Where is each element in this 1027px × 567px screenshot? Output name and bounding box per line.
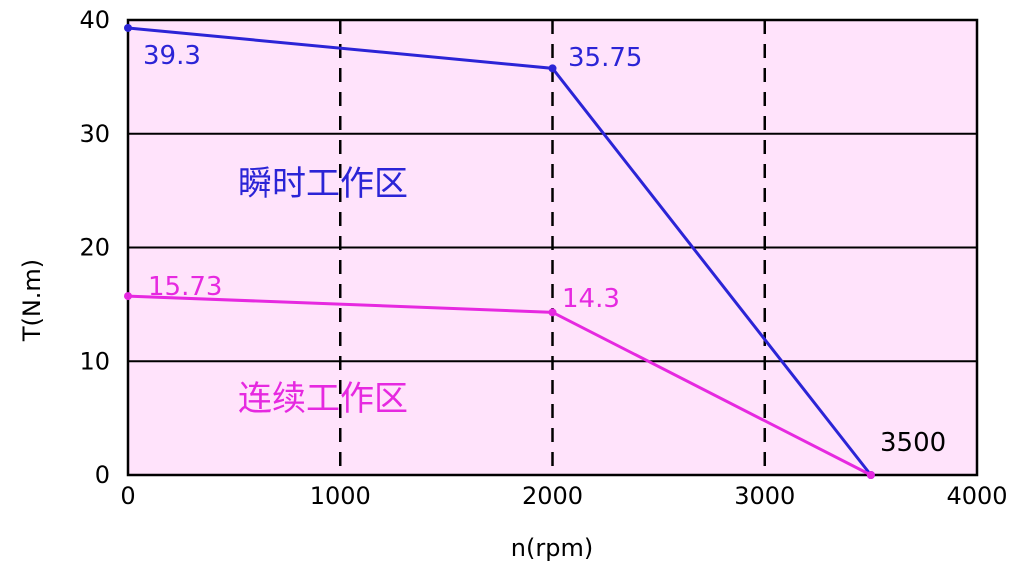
y-tick-label-0: 0 (95, 461, 110, 489)
series-1-region-label: 瞬时工作区 (238, 164, 408, 204)
point-s2-2 (866, 471, 875, 479)
x-tick-label-4: 4000 (946, 482, 1007, 510)
x-tick-label-2: 2000 (522, 482, 583, 510)
y-tick-label-1: 10 (79, 347, 110, 375)
x-tick-label-3: 3000 (734, 482, 795, 510)
data-label-35-75: 35.75 (568, 43, 642, 73)
data-label-15-73: 15.73 (148, 272, 222, 302)
series-2-region-label: 连续工作区 (238, 379, 408, 419)
data-label-39-3: 39.3 (143, 41, 201, 71)
tick-labels: 0 1000 2000 3000 4000 0 10 20 30 40 (79, 6, 1007, 510)
x-axis-title: n(rpm) (511, 534, 593, 562)
data-label-14-3: 14.3 (562, 284, 620, 314)
data-label-3500: 3500 (880, 428, 946, 458)
x-tick-label-0: 0 (120, 482, 135, 510)
y-tick-label-3: 30 (79, 120, 110, 148)
point-s2-0 (124, 292, 132, 301)
point-s1-0 (124, 23, 132, 32)
grid (128, 20, 977, 475)
series-group (124, 23, 875, 479)
y-tick-label-2: 20 (79, 234, 110, 262)
x-tick-label-1: 1000 (310, 482, 371, 510)
y-axis-title: T(N.m) (18, 259, 46, 342)
y-tick-label-4: 40 (79, 6, 110, 34)
point-s2-1 (548, 308, 557, 317)
plot-frame (126, 18, 979, 477)
point-s1-1 (548, 64, 557, 73)
